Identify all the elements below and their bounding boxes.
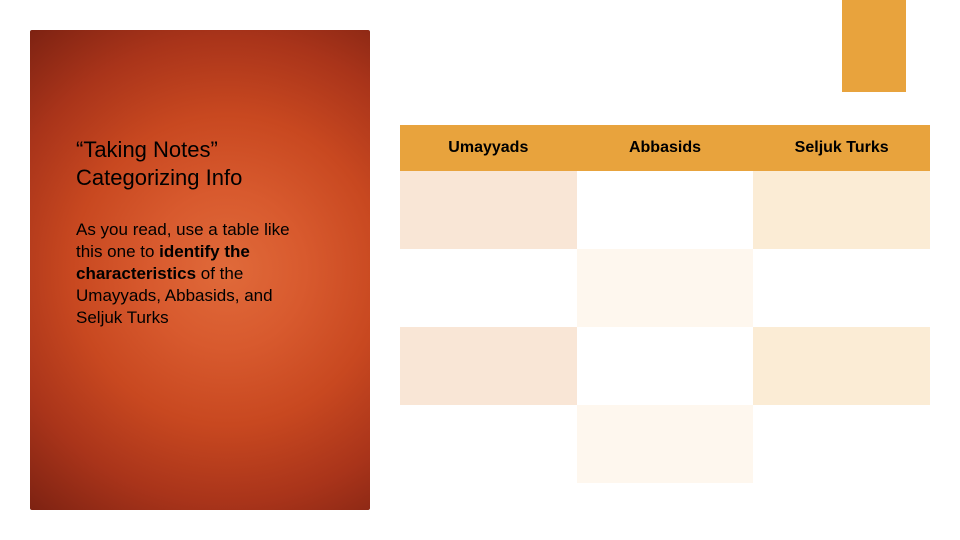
panel-body: As you read, use a table like this one t… [76, 219, 296, 329]
table-cell [577, 171, 754, 249]
table-cell [577, 327, 754, 405]
table-row [400, 249, 930, 327]
table-cell [400, 171, 577, 249]
table-header-row: Umayyads Abbasids Seljuk Turks [400, 125, 930, 171]
categorizing-table-wrap: Umayyads Abbasids Seljuk Turks [400, 125, 930, 483]
categorizing-table: Umayyads Abbasids Seljuk Turks [400, 125, 930, 483]
table-cell [753, 405, 930, 483]
col-header-2: Seljuk Turks [753, 125, 930, 171]
panel-title: “Taking Notes” Categorizing Info [76, 136, 296, 191]
table-cell [400, 327, 577, 405]
table-cell [400, 405, 577, 483]
table-cell [577, 405, 754, 483]
table-cell [577, 249, 754, 327]
col-header-1: Abbasids [577, 125, 754, 171]
table-cell [753, 171, 930, 249]
slide: “Taking Notes” Categorizing Info As you … [0, 0, 960, 540]
title-line-2: Categorizing Info [76, 165, 242, 190]
table-cell [400, 249, 577, 327]
left-panel: “Taking Notes” Categorizing Info As you … [30, 30, 370, 510]
table-body [400, 171, 930, 483]
table-cell [753, 327, 930, 405]
left-text-block: “Taking Notes” Categorizing Info As you … [76, 136, 296, 329]
table-row [400, 327, 930, 405]
table-row [400, 405, 930, 483]
table-row [400, 171, 930, 249]
col-header-0: Umayyads [400, 125, 577, 171]
title-line-1: “Taking Notes” [76, 137, 218, 162]
accent-block [842, 0, 906, 92]
table-cell [753, 249, 930, 327]
